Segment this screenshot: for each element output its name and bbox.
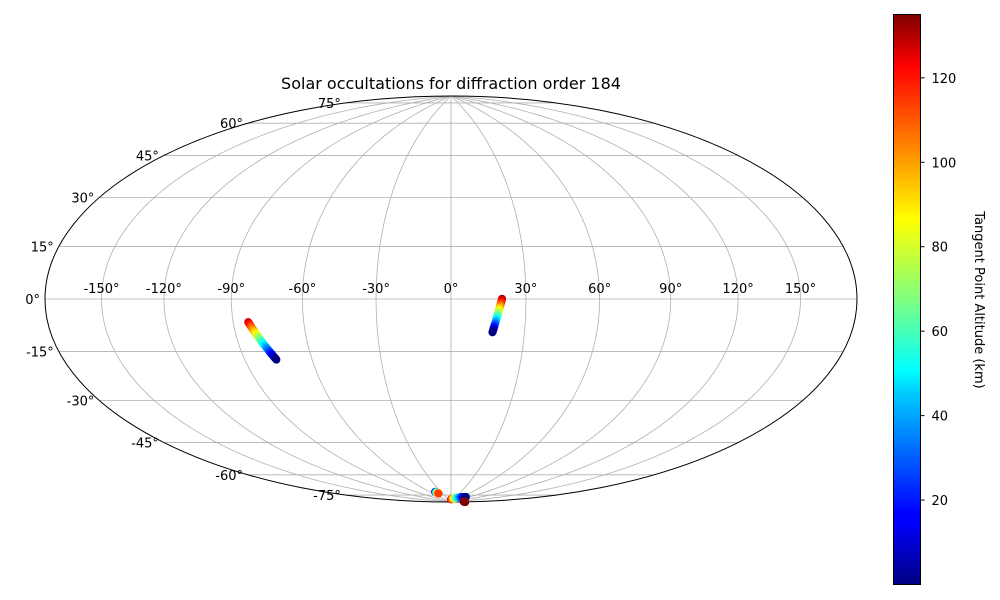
lon-tick-label: 90° <box>659 282 682 297</box>
colorbar-tick-label: 120 <box>932 72 957 87</box>
colorbar-tick-label: 80 <box>932 241 949 256</box>
lon-tick-label: 150° <box>785 282 816 297</box>
colorbar-tick-label: 100 <box>932 156 957 171</box>
latitude-tick-labels: -75° -60° -45° -30° -15° 0° 15° 30° 45° 60° 75° <box>25 97 341 504</box>
lat-tick-label: -30° <box>67 395 95 410</box>
lon-tick-label: -120° <box>146 282 182 297</box>
longitude-tick-labels: -150° -120° -90° -60° -30° 0° 30° 60° 90° 120° 150… <box>83 282 816 297</box>
lat-tick-label: 15° <box>31 241 54 256</box>
colorbar-tick-label: 20 <box>932 494 949 509</box>
lat-tick-label: 75° <box>318 97 341 112</box>
colorbar-tick-label: 40 <box>932 410 949 425</box>
lat-tick-label: 60° <box>220 117 243 132</box>
lat-tick-label: -75° <box>313 489 341 504</box>
lon-tick-label: 60° <box>588 282 611 297</box>
graticule <box>44 95 858 503</box>
colorbar-label: Tangent Point Altitude (km) <box>971 210 986 388</box>
data-point <box>272 355 281 364</box>
lat-tick-label: -15° <box>26 346 54 361</box>
lat-tick-label: -60° <box>215 469 243 484</box>
data-point <box>488 328 497 337</box>
lat-tick-label: 0° <box>25 293 40 308</box>
lon-tick-label: 30° <box>514 282 537 297</box>
data-point <box>434 489 443 498</box>
lat-tick-label: -45° <box>131 437 159 452</box>
colorbar-tick-label: 60 <box>932 325 949 340</box>
colorbar-ticks: 20 40 60 80 100 120 <box>920 72 957 509</box>
data-point <box>461 498 470 507</box>
lat-tick-label: 45° <box>136 150 159 165</box>
occultation-tracks <box>244 294 507 507</box>
lat-tick-label: 30° <box>71 192 94 207</box>
lon-tick-label: 0° <box>444 282 459 297</box>
lon-tick-label: -30° <box>362 282 390 297</box>
lon-tick-label: -60° <box>289 282 317 297</box>
chart-title: Solar occultations for diffraction order… <box>281 74 621 93</box>
lon-tick-label: 120° <box>722 282 753 297</box>
lon-tick-label: -150° <box>83 282 119 297</box>
lon-tick-label: -90° <box>217 282 245 297</box>
colorbar <box>893 14 921 585</box>
